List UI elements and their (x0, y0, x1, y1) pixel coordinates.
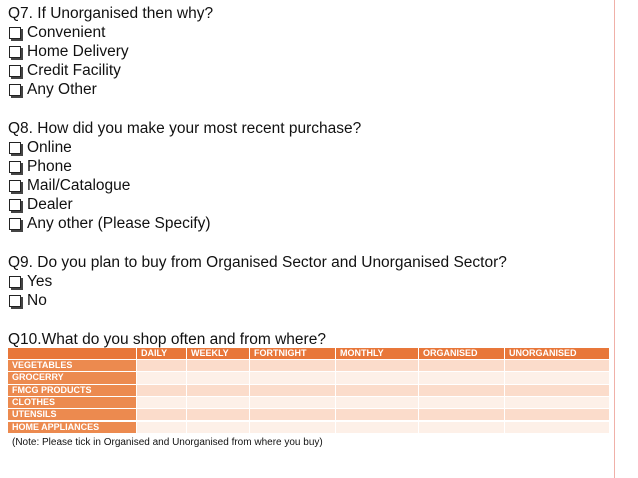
table-cell (505, 360, 610, 373)
table-cell (505, 372, 610, 385)
question-title: Q8. How did you make your most recent pu… (8, 120, 362, 137)
option: Online (27, 139, 72, 156)
table-cell (250, 384, 336, 397)
header-cell: MONTHLY (336, 348, 419, 360)
checkbox (9, 65, 21, 77)
row-label: FMCG PRODUCTS (8, 384, 137, 397)
option: No (27, 292, 47, 309)
header-cell: UNORGANISED (505, 348, 610, 360)
checkbox (9, 295, 21, 307)
border-line (614, 0, 615, 478)
checkbox (9, 180, 21, 192)
header-cell: FORTNIGHT (250, 348, 336, 360)
row-label: CLOTHES (8, 396, 137, 410)
table-cell (336, 360, 419, 373)
table-cell (250, 396, 336, 410)
row-label: UTENSILS (8, 409, 137, 422)
table-cell (336, 421, 419, 434)
table-cell (419, 372, 505, 385)
table-cell (505, 409, 610, 422)
row-label: VEGETABLES (8, 360, 137, 373)
header-cell (8, 348, 137, 360)
table-cell (250, 409, 336, 422)
header-cell: WEEKLY (187, 348, 250, 360)
table-cell (187, 396, 250, 410)
table-cell (187, 421, 250, 434)
table-cell (250, 372, 336, 385)
table-cell (419, 421, 505, 434)
table-cell (419, 360, 505, 373)
option: Dealer (27, 196, 73, 213)
header-cell: DAILY (137, 348, 187, 360)
table-cell (505, 396, 610, 410)
checkbox (9, 218, 21, 230)
option: Mail/Catalogue (27, 177, 131, 194)
header-cell: ORGANISED (419, 348, 505, 360)
option: Credit Facility (27, 62, 121, 79)
table-cell (419, 409, 505, 422)
table-cell (250, 360, 336, 373)
table-cell (505, 384, 610, 397)
checkbox (9, 84, 21, 96)
table-cell (187, 372, 250, 385)
question-title: Q9. Do you plan to buy from Organised Se… (8, 254, 507, 271)
question-title: Q7. If Unorganised then why? (8, 5, 214, 22)
table-cell (187, 409, 250, 422)
table-cell (187, 384, 250, 397)
checkbox (9, 142, 21, 154)
option: Home Delivery (27, 43, 129, 60)
checkbox (9, 199, 21, 211)
table-cell (137, 360, 187, 373)
question-title: Q10.What do you shop often and from wher… (8, 331, 326, 348)
option: Yes (27, 273, 53, 290)
checkbox (9, 161, 21, 173)
checkbox (9, 46, 21, 58)
table-cell (336, 384, 419, 397)
row-label: HOME APPLIANCES (8, 421, 137, 434)
table-cell (137, 421, 187, 434)
table-cell (336, 409, 419, 422)
note: (Note: Please tick in Organised and Unor… (12, 436, 323, 448)
option: Any Other (27, 81, 97, 98)
table-cell (137, 396, 187, 410)
checkbox (9, 276, 21, 288)
row-label: GROCERRY (8, 372, 137, 385)
table-cell (187, 360, 250, 373)
table-cell (419, 396, 505, 410)
table-cell (137, 409, 187, 422)
option: Convenient (27, 24, 106, 41)
table-cell (137, 372, 187, 385)
table-cell (505, 421, 610, 434)
option: Phone (27, 158, 72, 175)
table-cell (250, 421, 336, 434)
table-cell (419, 384, 505, 397)
option: Any other (Please Specify) (27, 215, 211, 232)
checkbox (9, 27, 21, 39)
table-cell (336, 396, 419, 410)
table-cell (336, 372, 419, 385)
table-cell (137, 384, 187, 397)
